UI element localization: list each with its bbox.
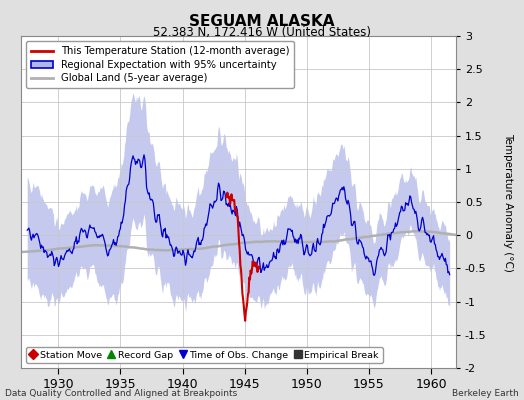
Text: Berkeley Earth: Berkeley Earth [452, 389, 519, 398]
Text: 52.383 N, 172.416 W (United States): 52.383 N, 172.416 W (United States) [153, 26, 371, 39]
Text: SEGUAM ALASKA: SEGUAM ALASKA [189, 14, 335, 29]
Y-axis label: Temperature Anomaly (°C): Temperature Anomaly (°C) [503, 132, 513, 272]
Text: Data Quality Controlled and Aligned at Breakpoints: Data Quality Controlled and Aligned at B… [5, 389, 237, 398]
Legend: Station Move, Record Gap, Time of Obs. Change, Empirical Break: Station Move, Record Gap, Time of Obs. C… [26, 347, 383, 363]
